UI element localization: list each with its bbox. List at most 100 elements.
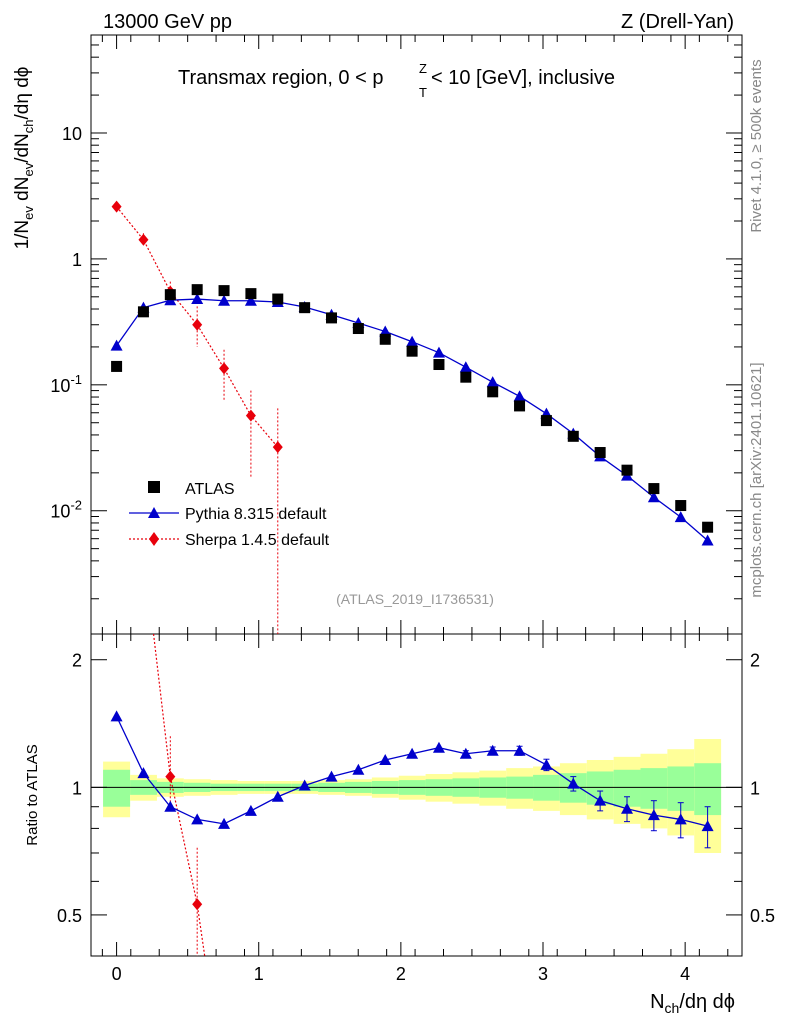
atlas-point	[514, 400, 526, 412]
atlas-point	[272, 293, 284, 305]
atlas-point	[352, 323, 364, 335]
legend-pythia-marker	[148, 507, 160, 518]
y-main-axis-label: 1/Nev dNev/dNch/dη dϕ	[12, 67, 36, 250]
band-inner-bin	[103, 769, 131, 807]
pythia-point	[513, 390, 526, 402]
pythia-ratio-point	[432, 741, 445, 753]
legend-sherpa-label: Sherpa 1.4.5 default	[185, 532, 330, 549]
pythia-ratio-point	[647, 809, 660, 821]
y-main-tick-label: 10-2	[50, 498, 82, 522]
atlas-point	[460, 371, 472, 383]
pythia-ratio-point	[325, 770, 338, 782]
pythia-ratio-point	[486, 744, 499, 756]
atlas-point	[487, 386, 499, 398]
pythia-ratio-point	[594, 794, 607, 806]
ratio-series-layer	[110, 634, 714, 956]
legend-atlas-label: ATLAS	[185, 481, 235, 498]
pythia-point	[218, 294, 231, 306]
pythia-ratio-point	[701, 820, 714, 832]
pythia-line	[116, 298, 709, 542]
x-tick-label: 4	[680, 964, 690, 984]
pythia-point	[406, 335, 419, 347]
pythia-point	[674, 511, 687, 523]
atlas-point	[164, 289, 176, 301]
y-ratio-tick-label-right: 1	[750, 778, 760, 798]
atlas-point	[648, 483, 660, 495]
pythia-point	[486, 376, 499, 388]
pythia-ratio-point	[110, 710, 123, 722]
pythia-point	[432, 346, 445, 358]
pythia-ratio-point	[567, 777, 580, 789]
legend: ATLAS Pythia 8.315 default Sherpa 1.4.5 …	[129, 481, 330, 549]
y-ratio-axis-label: Ratio to ATLAS	[24, 744, 41, 845]
pythia-ratio-point	[459, 747, 472, 759]
sherpa-ratio-point	[165, 770, 176, 783]
pythia-ratio-point	[352, 763, 365, 775]
atlas-point	[567, 430, 579, 442]
pythia-ratio-point	[621, 802, 634, 814]
pythia-point	[244, 294, 257, 306]
pythia-point	[459, 361, 472, 373]
atlas-point	[433, 359, 445, 371]
energy-label: 13000 GeV pp	[103, 11, 232, 33]
process-label: Z (Drell-Yan)	[621, 11, 734, 33]
sherpa-ratio-line	[152, 634, 206, 956]
atlas-point	[245, 288, 257, 300]
plot-title-sub: T	[419, 85, 427, 100]
x-tick-label: 2	[396, 964, 406, 984]
atlas-point	[218, 285, 230, 297]
pythia-ratio-point	[191, 813, 204, 825]
pythia-point	[647, 491, 660, 503]
sherpa-point	[138, 233, 149, 246]
y-main-tick-label-base: 10	[50, 502, 70, 522]
atlas-point	[406, 345, 418, 357]
atlas-point	[379, 333, 391, 345]
pythia-ratio-point	[513, 744, 526, 756]
sherpa-point	[219, 362, 230, 375]
y-main-tick-label-exponent: -2	[70, 498, 82, 513]
legend-atlas-marker	[148, 481, 160, 493]
legend-pythia-label: Pythia 8.315 default	[185, 506, 327, 523]
atlas-point	[540, 415, 552, 427]
atlas-point	[111, 360, 123, 372]
pythia-ratio-point	[540, 758, 553, 770]
y-main-tick-label: 10-1	[50, 372, 82, 396]
pythia-ratio-point	[271, 790, 284, 802]
sherpa-point	[192, 318, 203, 331]
pythia-ratio-point	[379, 754, 392, 766]
x-axis-label: Nch/dη dϕ	[650, 991, 735, 1016]
pythia-ratio-point	[406, 747, 419, 759]
plot-title: Transmax region, 0 < p	[178, 67, 383, 89]
atlas-point	[137, 306, 149, 318]
ratio-panel-frame	[90, 633, 743, 957]
sherpa-point	[272, 441, 283, 454]
atlas-point	[594, 447, 606, 459]
y-main-tick-label-base: 10	[50, 376, 70, 396]
plot-title-tail: < 10 [GeV], inclusive	[431, 67, 615, 89]
y-ratio-tick-label-left: 2	[72, 651, 82, 671]
pythia-ratio-point	[218, 817, 231, 829]
x-tick-label: 3	[538, 964, 548, 984]
pythia-point	[191, 293, 204, 305]
pythia-ratio-point	[674, 813, 687, 825]
legend-sherpa-marker	[149, 532, 159, 546]
pythia-ratio-point	[164, 800, 177, 812]
atlas-point	[675, 500, 687, 512]
atlas-point	[299, 302, 311, 314]
atlas-point	[326, 312, 338, 324]
plot-title-sup: Z	[419, 61, 427, 76]
plot-title-main: Transmax region, 0 < p	[178, 67, 383, 89]
pythia-point	[110, 339, 123, 351]
y-main-tick-label: 1	[72, 250, 82, 270]
y-ratio-tick-label-left: 1	[72, 778, 82, 798]
sherpa-point	[111, 200, 122, 213]
sherpa-ratio-point	[192, 898, 203, 911]
rivet-label: Rivet 4.1.0, ≥ 500k events	[748, 59, 765, 232]
x-tick-label: 0	[112, 964, 122, 984]
mcplots-label: mcplots.cern.ch [arXiv:2401.10621]	[748, 362, 765, 597]
y-main-tick-label-exponent: -1	[70, 372, 82, 387]
y-ratio-tick-label-right: 2	[750, 651, 760, 671]
atlas-point	[191, 284, 203, 296]
